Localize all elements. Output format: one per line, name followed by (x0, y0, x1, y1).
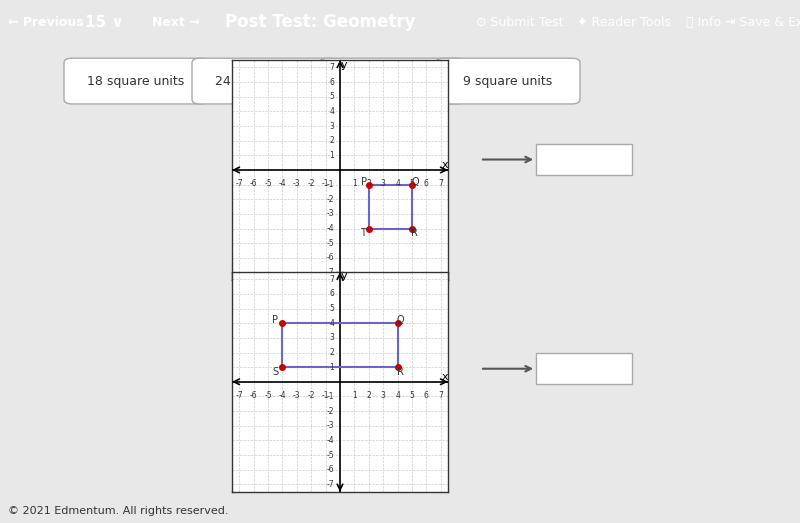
Text: 7: 7 (330, 275, 334, 284)
Text: -6: -6 (250, 391, 258, 400)
FancyBboxPatch shape (64, 58, 208, 104)
Text: 1: 1 (352, 179, 357, 188)
Text: y: y (341, 271, 348, 281)
Text: S: S (272, 367, 278, 377)
Text: 3: 3 (330, 121, 334, 131)
Text: 6: 6 (424, 179, 429, 188)
Text: -4: -4 (326, 224, 334, 233)
FancyBboxPatch shape (320, 58, 464, 104)
Text: 5: 5 (410, 391, 414, 400)
Text: -4: -4 (326, 436, 334, 445)
Text: 3: 3 (330, 333, 334, 343)
Text: -3: -3 (293, 179, 301, 188)
Text: 2: 2 (330, 136, 334, 145)
Text: ← Previous: ← Previous (8, 16, 84, 29)
Text: 4: 4 (330, 107, 334, 116)
Text: -2: -2 (307, 391, 315, 400)
Text: 3: 3 (381, 391, 386, 400)
Text: -7: -7 (235, 391, 243, 400)
Text: -3: -3 (326, 421, 334, 430)
Text: -3: -3 (293, 391, 301, 400)
Text: -2: -2 (307, 179, 315, 188)
Text: -4: -4 (278, 391, 286, 400)
Text: 5: 5 (330, 92, 334, 101)
Text: Next →: Next → (152, 16, 200, 29)
Text: Q: Q (411, 177, 418, 187)
Text: P: P (362, 177, 367, 187)
Text: 6: 6 (424, 391, 429, 400)
Text: -5: -5 (264, 179, 272, 188)
Text: 6: 6 (330, 77, 334, 87)
Text: 15 ∨: 15 ∨ (85, 15, 123, 30)
Text: © 2021 Edmentum. All rights reserved.: © 2021 Edmentum. All rights reserved. (8, 506, 229, 516)
Text: -2: -2 (326, 195, 334, 204)
Text: 4: 4 (330, 319, 334, 328)
FancyBboxPatch shape (536, 144, 632, 175)
Text: 7: 7 (438, 391, 443, 400)
Text: x: x (442, 160, 449, 170)
Text: -1: -1 (322, 391, 330, 400)
FancyBboxPatch shape (192, 58, 336, 104)
Text: 4: 4 (395, 391, 400, 400)
Text: -5: -5 (264, 391, 272, 400)
Text: y: y (341, 60, 348, 70)
Text: 7: 7 (438, 179, 443, 188)
Text: ✦ Reader Tools: ✦ Reader Tools (577, 16, 671, 29)
Text: 2: 2 (366, 391, 371, 400)
Text: R: R (397, 367, 404, 377)
Text: Post Test: Geometry: Post Test: Geometry (225, 13, 415, 31)
Text: ⊙ Submit Test: ⊙ Submit Test (476, 16, 564, 29)
Text: 4: 4 (395, 179, 400, 188)
Text: -6: -6 (326, 253, 334, 263)
Text: -5: -5 (326, 450, 334, 460)
Text: ⓘ Info: ⓘ Info (686, 16, 722, 29)
Text: 6: 6 (330, 289, 334, 299)
Text: -3: -3 (326, 209, 334, 219)
Text: -7: -7 (326, 480, 334, 489)
Text: -6: -6 (326, 465, 334, 474)
Text: -2: -2 (326, 406, 334, 416)
Text: T: T (360, 228, 366, 238)
Text: P: P (272, 315, 278, 325)
FancyBboxPatch shape (436, 58, 580, 104)
Text: -1: -1 (326, 180, 334, 189)
Text: 24 square units: 24 square units (215, 75, 313, 87)
Text: -7: -7 (235, 179, 243, 188)
Text: -6: -6 (250, 179, 258, 188)
Text: ⇥ Save & Exit: ⇥ Save & Exit (725, 16, 800, 29)
Text: 7: 7 (330, 63, 334, 72)
Text: 3: 3 (381, 179, 386, 188)
Text: 9 square units: 9 square units (463, 75, 553, 87)
Text: 5: 5 (410, 179, 414, 188)
Text: 2: 2 (330, 348, 334, 357)
Text: 1: 1 (330, 362, 334, 372)
Text: -7: -7 (326, 268, 334, 277)
Text: -4: -4 (278, 179, 286, 188)
Text: Q: Q (397, 315, 404, 325)
Text: 1: 1 (352, 391, 357, 400)
Text: 2: 2 (366, 179, 371, 188)
FancyBboxPatch shape (536, 353, 632, 384)
Text: -5: -5 (326, 238, 334, 248)
Text: R: R (411, 228, 418, 238)
Text: -1: -1 (326, 392, 334, 401)
Text: 5: 5 (330, 304, 334, 313)
Text: x: x (442, 372, 449, 382)
Text: 1: 1 (330, 151, 334, 160)
Text: -1: -1 (322, 179, 330, 188)
Text: 12 square units: 12 square units (343, 75, 441, 87)
Text: 18 square units: 18 square units (87, 75, 185, 87)
